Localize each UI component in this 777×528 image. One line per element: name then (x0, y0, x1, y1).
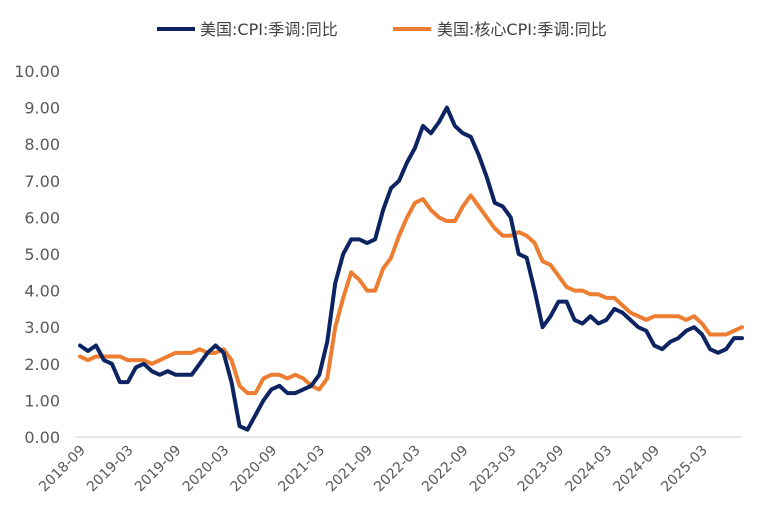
y-tick-label: 3.00 (24, 318, 60, 337)
y-tick-label: 0.00 (24, 428, 60, 447)
y-tick-label: 2.00 (24, 355, 60, 374)
y-tick-label: 10.00 (14, 62, 60, 81)
y-tick-label: 6.00 (24, 208, 60, 227)
y-tick-label: 1.00 (24, 391, 60, 410)
x-tick-label: 2020-03 (180, 443, 233, 496)
x-tick-label: 2018-09 (36, 443, 89, 496)
x-tick-label: 2020-09 (228, 443, 281, 496)
legend-label: 美国:核心CPI:季调:同比 (437, 20, 607, 39)
y-tick-label: 4.00 (24, 282, 60, 301)
legend-label: 美国:CPI:季调:同比 (200, 20, 338, 39)
x-tick-label: 2024-09 (610, 443, 663, 496)
series-line-core-cpi (78, 193, 744, 396)
x-tick-label: 2023-03 (467, 443, 520, 496)
x-tick-label: 2025-03 (658, 443, 711, 496)
plot-area (78, 105, 744, 432)
y-tick-label: 9.00 (24, 99, 60, 118)
legend: 美国:CPI:季调:同比 美国:核心CPI:季调:同比 (157, 20, 607, 39)
x-tick-label: 2019-09 (132, 443, 185, 496)
x-tick-label: 2021-03 (275, 443, 328, 496)
x-tick-label: 2022-03 (371, 443, 424, 496)
y-axis: 0.00 1.00 2.00 3.00 4.00 5.00 6.00 7.00 8.00 9.00… (14, 62, 60, 447)
y-tick-label: 7.00 (24, 172, 60, 191)
x-tick-label: 2024-03 (563, 443, 616, 496)
x-tick-label: 2021-09 (323, 443, 376, 496)
y-tick-label: 5.00 (24, 245, 60, 264)
x-tick-label: 2022-09 (419, 443, 472, 496)
x-axis: 2018-092019-032019-092020-032020-092021-… (36, 436, 742, 496)
series-line-cpi (78, 105, 744, 432)
y-tick-label: 8.00 (24, 135, 60, 154)
x-tick-label: 2023-09 (515, 443, 568, 496)
x-tick-label: 2019-03 (84, 443, 137, 496)
